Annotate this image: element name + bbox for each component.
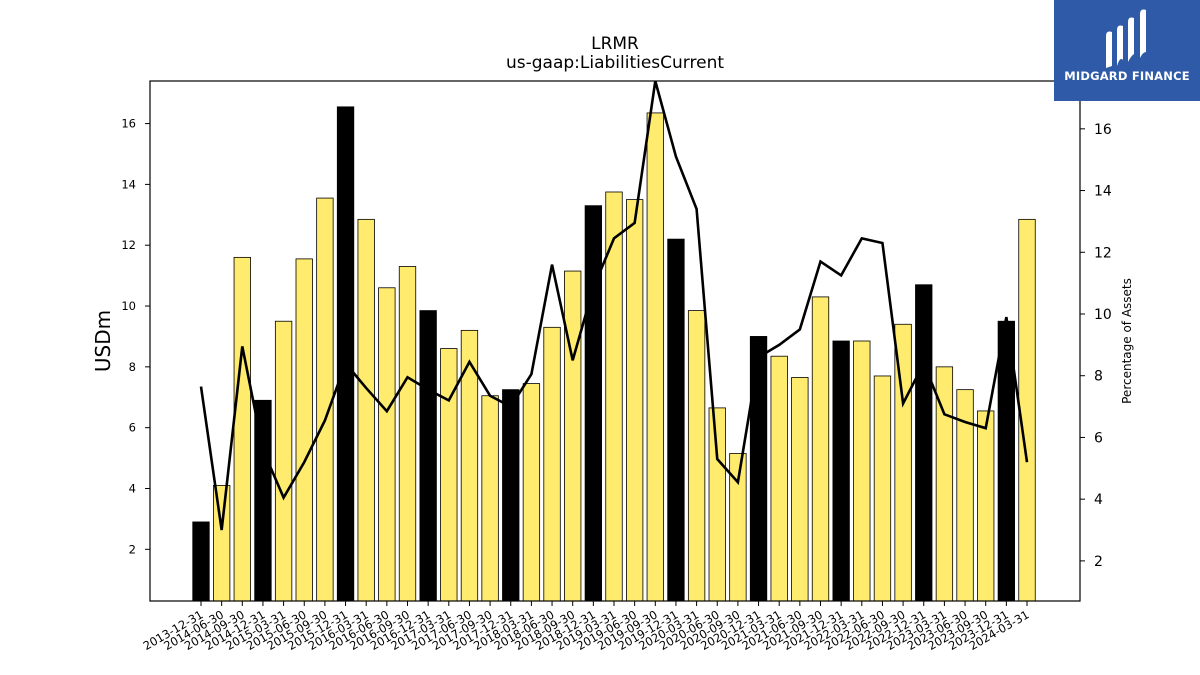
bar — [419, 310, 437, 602]
bar — [295, 258, 313, 602]
bar — [646, 112, 664, 602]
bar — [522, 383, 541, 602]
bar — [398, 266, 417, 602]
y-tick-label-right: 8 — [1094, 369, 1103, 385]
bar — [357, 218, 375, 602]
bar — [832, 340, 850, 602]
y-tick-label-right: 4 — [1094, 492, 1103, 508]
y-tick-label-left: 6 — [129, 421, 136, 435]
bar — [584, 205, 602, 602]
plot-frame — [149, 80, 1081, 602]
midgard-logo-icon — [1106, 9, 1146, 68]
bar — [481, 395, 499, 602]
y-tick-label-right: 16 — [1094, 122, 1112, 138]
bar — [626, 199, 644, 602]
bar — [233, 256, 251, 602]
y-tick-label-right: 14 — [1094, 184, 1112, 200]
bar — [336, 106, 355, 602]
bar — [915, 284, 933, 602]
chart-title: LRMR — [591, 34, 639, 54]
logo: MIDGARD FINANCE — [1054, 0, 1200, 101]
bar — [667, 238, 685, 602]
bar — [212, 485, 231, 602]
y-tick-label-left: 4 — [129, 481, 136, 495]
bar — [192, 521, 210, 602]
bar — [708, 407, 726, 602]
y-axis-label-left: USDm — [91, 310, 115, 372]
bar — [977, 410, 995, 602]
y-tick-label-right: 2 — [1094, 554, 1103, 570]
y-tick-label-left: 14 — [121, 177, 136, 191]
bar — [543, 326, 561, 602]
logo-text: MIDGARD FINANCE — [1064, 69, 1190, 83]
y-tick-label-left: 2 — [129, 542, 136, 556]
axes-layer: 2468101214162468101214162013-12-312014-0… — [121, 117, 1112, 653]
y-axis-label-right: Percentage of Assets — [1120, 278, 1134, 404]
bar — [1018, 218, 1036, 602]
y-tick-label-left: 10 — [121, 299, 136, 313]
bar — [853, 340, 871, 602]
bar — [687, 310, 706, 602]
y-tick-label-left: 8 — [129, 360, 136, 374]
bar — [440, 348, 458, 602]
bar — [873, 375, 892, 602]
bar — [316, 197, 334, 602]
y-tick-label-right: 10 — [1094, 307, 1112, 323]
bar — [254, 399, 272, 602]
chart-subtitle: us-gaap:LiabilitiesCurrent — [506, 53, 724, 73]
bar — [791, 377, 809, 602]
series-line — [199, 80, 1029, 531]
bars-layer — [192, 106, 1036, 602]
bar — [378, 287, 396, 602]
bar — [811, 296, 830, 602]
y-tick-label-right: 6 — [1094, 430, 1103, 446]
bar — [564, 270, 582, 602]
bar — [274, 320, 293, 602]
bar — [749, 336, 768, 602]
y-tick-label-right: 12 — [1094, 245, 1112, 261]
y-tick-label-left: 12 — [121, 238, 136, 252]
bar — [502, 389, 520, 602]
line-layer — [199, 80, 1029, 531]
bar — [770, 355, 788, 602]
y-tick-label-left: 16 — [121, 117, 136, 131]
